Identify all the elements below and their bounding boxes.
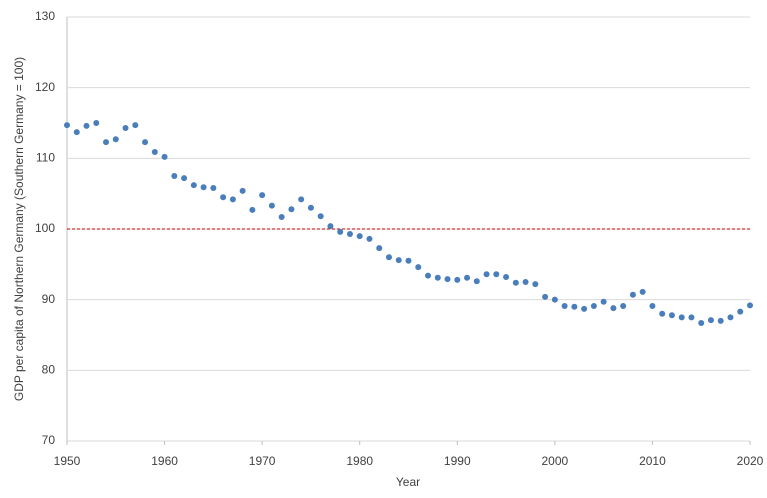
data-point [385,254,392,261]
data-point [571,303,578,310]
data-point [93,120,100,126]
data-point [259,192,266,199]
data-point [64,122,70,129]
data-point [171,173,178,179]
data-point [415,264,422,271]
data-point [522,279,529,285]
data-point [727,314,734,321]
data-point [493,271,500,278]
data-point [581,305,588,312]
data-point [425,272,432,279]
x-axis-label: Year [396,475,420,489]
data-point [122,124,129,131]
data-point [639,288,646,295]
data-point [73,129,80,136]
data-point [668,312,675,319]
x-tick-label: 1980 [346,454,373,468]
data-point [464,274,471,281]
data-point [688,314,695,321]
data-point [532,281,539,288]
y-tick-label: 80 [42,363,56,377]
data-point [503,274,510,281]
x-tick-label: 1990 [444,454,471,468]
data-point [327,223,334,230]
data-point [317,213,324,220]
data-point [698,319,705,326]
data-point [83,122,90,129]
data-point [473,278,480,285]
data-point [151,148,158,155]
data-point [659,310,666,317]
data-point [220,194,227,201]
data-point [346,230,353,237]
data-point [620,303,627,310]
data-point [542,293,549,300]
data-point [590,303,597,310]
data-point [707,317,714,324]
data-point [610,305,617,312]
x-tick-label: 1970 [249,454,276,468]
data-point [512,279,519,286]
data-point [337,228,344,235]
data-point [239,187,246,194]
data-point [181,175,188,182]
data-point [737,308,744,315]
y-tick-label: 110 [36,151,55,165]
data-point [298,196,305,203]
x-tick-label: 1960 [151,454,178,468]
data-point [249,206,256,213]
data-point [288,206,295,213]
data-point [649,303,656,310]
x-tick-label: 2000 [542,454,569,468]
data-point [483,271,490,278]
data-point [551,296,558,303]
data-point [112,136,119,143]
data-point [561,303,568,310]
x-tick-label: 2010 [639,454,666,468]
data-point [678,314,685,321]
data-point [366,235,373,242]
x-tick-label: 1950 [54,454,81,468]
y-tick-label: 100 [35,221,55,235]
y-tick-label: 70 [42,433,56,447]
data-point [600,298,607,305]
y-tick-label: 120 [35,80,55,94]
x-tick-label: 2020 [737,454,764,468]
data-point [103,139,110,146]
y-tick-label: 130 [35,9,55,23]
data-point [229,196,236,203]
data-point [376,245,383,252]
y-tick-label: 90 [42,292,56,306]
data-point [268,202,275,209]
data-point [142,139,149,146]
data-point [434,274,441,281]
data-point [356,233,363,240]
data-point [200,184,207,191]
data-point [210,185,217,192]
data-point [307,204,314,211]
data-point [629,291,636,298]
data-point [161,153,168,160]
data-point [454,276,461,283]
data-point [717,317,724,324]
data-point [747,302,753,309]
data-point [132,122,139,129]
data-point [278,213,285,220]
data-point [444,276,451,283]
data-point [405,257,412,264]
data-point [190,182,197,189]
data-point [395,257,402,264]
y-axis-label: GDP per capita of Northern Germany (Sout… [12,57,26,401]
